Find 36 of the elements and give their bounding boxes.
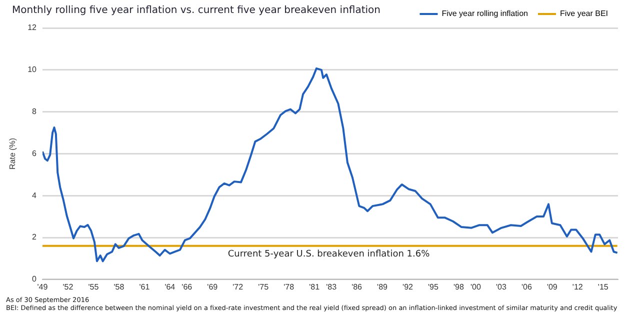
x-tick-label: '95: [428, 282, 440, 292]
x-tick-label: '03: [496, 282, 507, 292]
x-tick-label: '58: [114, 282, 125, 292]
x-tick-label: '64: [164, 282, 176, 292]
y-tick-label: 12: [28, 23, 38, 32]
x-tick-label: '86: [352, 282, 363, 292]
legend-label: Five year rolling inflation: [442, 9, 528, 18]
y-tick-label: 2: [32, 232, 38, 242]
x-tick-label: '55: [88, 282, 100, 292]
x-tick-label: '49: [37, 282, 48, 292]
x-tick-label: '81: [309, 282, 320, 292]
x-tick-label: '52: [62, 282, 74, 292]
x-tick-label: '72: [232, 282, 244, 292]
x-tick-label: '06: [521, 282, 532, 292]
x-tick-label: '89: [377, 282, 388, 292]
x-tick-label: '92: [402, 282, 414, 292]
x-tick-label: '61: [139, 282, 150, 292]
annotation: Current 5-year U.S. breakeven inflation 1.6%: [228, 250, 430, 260]
x-tick-label: '78: [284, 282, 295, 292]
y-tick-label: 4: [32, 190, 38, 200]
y-tick-label: 8: [32, 107, 38, 116]
x-tick-label: '69: [207, 282, 218, 292]
x-tick-label: '12: [572, 282, 584, 292]
chart-title: Monthly rolling five year inflation vs. current five year breakeven inflation: [12, 5, 381, 16]
x-tick-label: '00: [470, 282, 482, 292]
x-tick-label: '09: [546, 282, 558, 292]
x-tick-label: '15: [598, 282, 609, 292]
x-tick-label: '75: [258, 282, 270, 292]
y-tick-label: 6: [32, 148, 38, 158]
y-axis-title: Rate (%): [8, 138, 18, 170]
x-tick-label: '66: [182, 282, 193, 292]
legend-label: Five year BEI: [560, 9, 608, 18]
x-tick-label: '83: [326, 282, 338, 292]
x-tick-label: '98: [454, 282, 464, 292]
y-tick-label: 0: [32, 274, 38, 284]
y-tick-label: 10: [28, 65, 38, 74]
